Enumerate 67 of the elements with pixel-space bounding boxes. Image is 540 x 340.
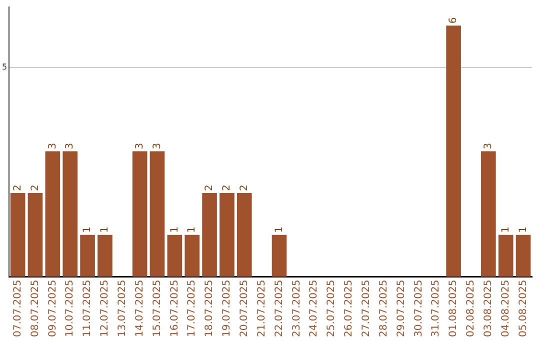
bar [272,234,287,277]
data-label: 1 [169,226,180,233]
data-label: 2 [222,184,233,192]
data-label: 6 [448,17,460,24]
x-tick-label: 10.07.2025 [64,280,76,338]
data-label: 3 [483,142,494,150]
bar [167,234,182,277]
x-tick-label: 05.08.2025 [518,280,529,338]
x-tick-label: 17.07.2025 [186,280,198,338]
x-tick-label: 02.08.2025 [466,280,477,338]
bar [236,193,252,277]
x-tick-label: 16.07.2025 [169,280,180,338]
bar [446,26,461,277]
bar [80,234,95,277]
data-label: 2 [12,184,24,192]
data-label: 3 [47,142,58,150]
x-tick-label: 07.07.2025 [12,280,24,338]
data-label: 2 [204,184,216,192]
x-tick-label: 13.07.2025 [116,280,128,338]
x-tick-label: 19.07.2025 [222,280,233,338]
x-tick-label: 21.07.2025 [256,280,268,338]
x-tick-label: 24.07.2025 [308,280,320,338]
x-tick-label: 25.07.2025 [326,280,338,338]
x-tick-label: 27.07.2025 [361,280,372,338]
x-tick-label: 15.07.2025 [152,280,163,338]
x-tick-label: 30.07.2025 [413,280,424,338]
x-tick-label: 23.07.2025 [291,280,302,338]
bar [150,151,165,277]
bar [62,151,78,277]
x-tick-label: 04.08.2025 [500,280,512,338]
bar [184,234,200,277]
x-tick-label: 01.08.2025 [448,280,460,338]
data-label: 1 [274,226,285,233]
x-tick-label: 11.07.2025 [82,280,94,338]
x-tick-label: 09.07.2025 [47,280,58,338]
y-tick-label: 5 [2,62,8,72]
x-tick-label: 31.07.2025 [430,280,442,338]
x-tick-label: 18.07.2025 [204,280,216,338]
data-label: 1 [500,226,512,233]
x-tick-label: 14.07.2025 [134,280,146,338]
data-label: 1 [100,226,111,233]
bar [45,151,60,277]
x-tick-label: 29.07.2025 [396,280,407,338]
data-label: 3 [134,142,146,150]
bar [220,193,234,277]
data-label: 2 [30,184,41,192]
bar [481,151,496,277]
data-label: 1 [82,226,94,233]
data-label: 2 [238,184,250,192]
x-tick-label: 03.08.2025 [483,280,494,338]
x-tick-label: 22.07.2025 [274,280,285,338]
data-label: 1 [518,226,529,233]
bar [132,151,148,277]
x-tick-label: 12.07.2025 [100,280,111,338]
x-tick-label: 20.07.2025 [238,280,250,338]
bar [498,234,514,277]
x-tick-label: 26.07.2025 [344,280,355,338]
bar [202,193,217,277]
bar [10,193,26,277]
bar [98,234,112,277]
data-label: 3 [64,142,76,150]
x-tick-label: 28.07.2025 [378,280,390,338]
data-label: 3 [152,142,163,150]
bar [516,234,531,277]
data-label: 1 [186,226,198,233]
bar [28,193,43,277]
x-tick-label: 08.07.2025 [30,280,41,338]
